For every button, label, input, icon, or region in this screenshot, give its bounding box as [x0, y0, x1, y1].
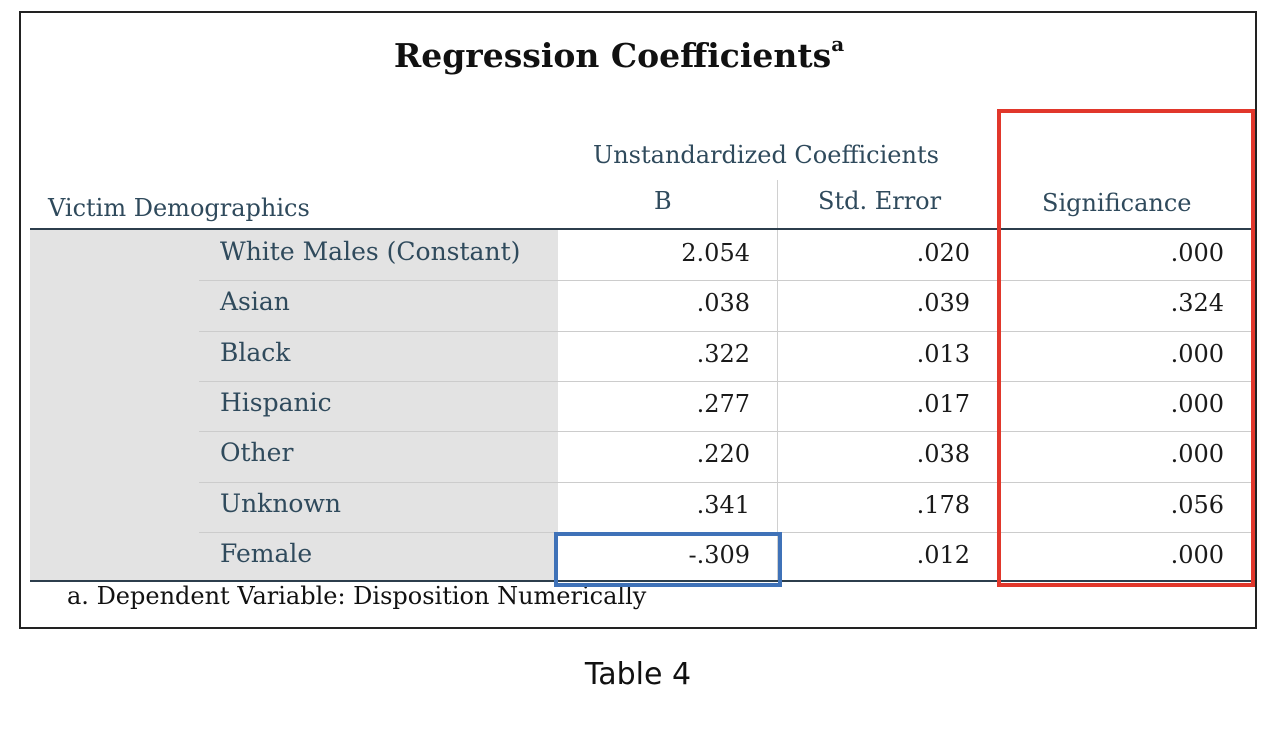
caption: Table 4: [584, 657, 692, 692]
row-label: Unknown: [220, 489, 341, 518]
table-title: Regression Coefficientsa: [393, 32, 845, 75]
cell-std-error: .012: [916, 541, 970, 569]
cell-b: .341: [696, 491, 750, 519]
footnote: a. Dependent Variable: Disposition Numer…: [67, 582, 647, 610]
significance-highlight-box: [997, 109, 1255, 587]
cell-significance: .324: [1170, 289, 1224, 317]
row-label-shading: [30, 230, 558, 581]
row-label: Hispanic: [220, 388, 332, 417]
cell-std-error: .013: [916, 340, 970, 368]
cell-b: .220: [696, 440, 750, 468]
cell-b: .322: [696, 340, 750, 368]
bottom-rule: [30, 580, 1252, 582]
col-header-significance: Significance: [1042, 189, 1192, 217]
header-rule: [30, 228, 1252, 230]
row-divider: [199, 280, 1252, 281]
female-b-highlight-box: [554, 532, 782, 587]
row-label: Female: [220, 539, 313, 568]
row-label: Asian: [220, 287, 290, 316]
cell-std-error: .038: [916, 440, 970, 468]
col-header-std-error: Std. Error: [818, 187, 942, 215]
body-divider: [777, 230, 778, 580]
group-header: Unstandardized Coefficients: [593, 141, 939, 169]
cell-significance: .000: [1170, 390, 1224, 418]
cell-significance: .000: [1170, 340, 1224, 368]
cell-significance: .000: [1170, 239, 1224, 267]
header-divider: [777, 180, 778, 230]
title-superscript: a: [831, 32, 845, 56]
row-divider: [199, 331, 1252, 332]
row-divider: [199, 431, 1252, 432]
cell-b: 2.054: [681, 239, 750, 267]
cell-significance: .000: [1170, 541, 1224, 569]
row-header: Victim Demographics: [48, 194, 310, 222]
col-header-b: B: [654, 187, 672, 215]
row-divider: [199, 381, 1252, 382]
row-label: Other: [220, 438, 294, 467]
cell-b: .038: [696, 289, 750, 317]
cell-significance: .056: [1170, 491, 1224, 519]
cell-std-error: .178: [916, 491, 970, 519]
cell-b: -.309: [688, 541, 750, 569]
cell-std-error: .039: [916, 289, 970, 317]
cell-b: .277: [696, 390, 750, 418]
row-label: Black: [220, 338, 291, 367]
row-label: White Males (Constant): [220, 237, 521, 266]
row-divider: [199, 482, 1252, 483]
cell-std-error: .020: [916, 239, 970, 267]
cell-significance: .000: [1170, 440, 1224, 468]
cell-std-error: .017: [916, 390, 970, 418]
